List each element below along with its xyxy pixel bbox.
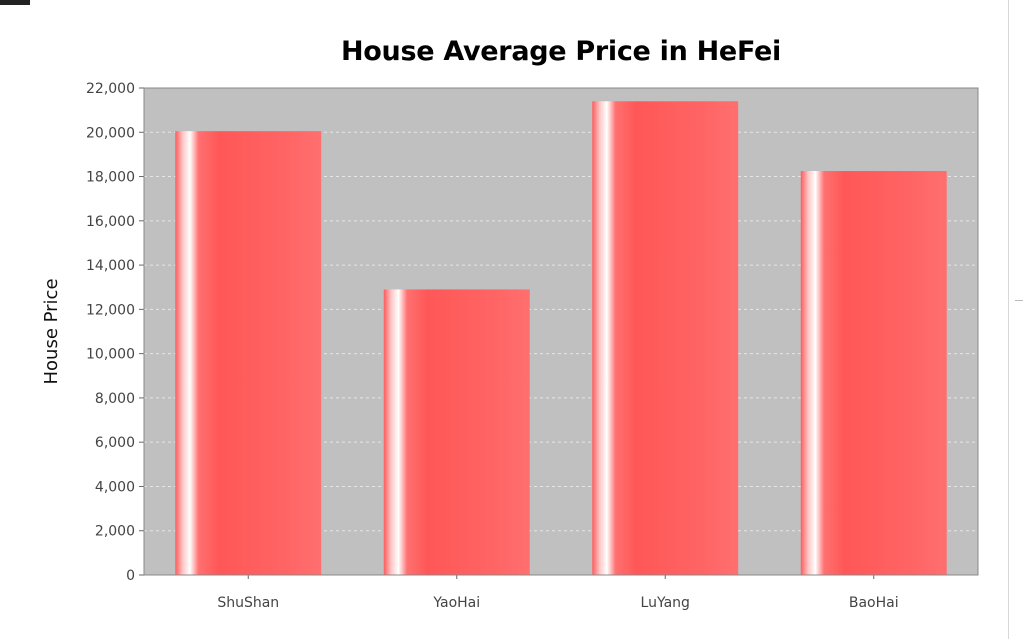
y-tick-label: 18,000 bbox=[86, 170, 135, 186]
y-axis-title: House Price bbox=[41, 278, 62, 384]
adjacent-window-edge bbox=[1008, 0, 1023, 639]
x-tick-label: LuYang bbox=[641, 595, 690, 611]
x-tick-label: ShuShan bbox=[217, 595, 279, 611]
x-tick-label: BaoHai bbox=[849, 595, 899, 611]
bar-luyang bbox=[592, 101, 739, 576]
x-tick-label: YaoHai bbox=[432, 595, 480, 611]
bar-yaohai bbox=[383, 289, 530, 575]
y-tick-label: 20,000 bbox=[86, 125, 135, 141]
edge-divider bbox=[1015, 300, 1023, 301]
chart-title: House Average Price in HeFei bbox=[341, 36, 781, 67]
y-tick-label: 14,000 bbox=[86, 258, 135, 274]
y-tick-label: 2,000 bbox=[95, 524, 135, 540]
y-tick-label: 6,000 bbox=[95, 435, 135, 451]
y-tick-label: 4,000 bbox=[95, 479, 135, 495]
y-tick-label: 22,000 bbox=[86, 81, 135, 97]
y-tick-label: 10,000 bbox=[86, 347, 135, 363]
y-tick-label: 0 bbox=[126, 568, 135, 584]
bar-baohai bbox=[800, 171, 947, 576]
y-tick-label: 12,000 bbox=[86, 302, 135, 318]
window-corner-fragment bbox=[0, 0, 30, 5]
y-tick-label: 8,000 bbox=[95, 391, 135, 407]
y-tick-label: 16,000 bbox=[86, 214, 135, 230]
bar-shushan bbox=[175, 131, 322, 576]
